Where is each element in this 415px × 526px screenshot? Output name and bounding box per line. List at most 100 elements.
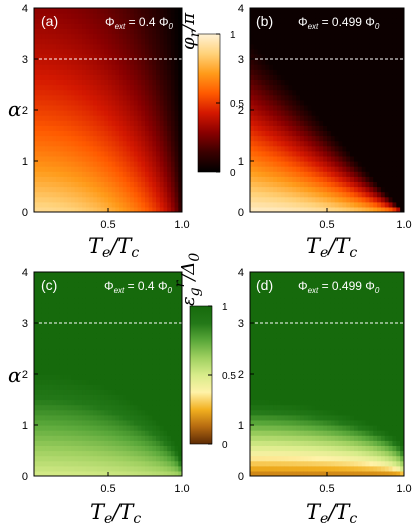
- heatmap-cell: [63, 53, 68, 60]
- heatmap-cell: [52, 409, 57, 416]
- heatmap-cell: [63, 74, 68, 80]
- heatmap-cell: [361, 196, 367, 203]
- heatmap-cell: [34, 297, 39, 304]
- heatmap-cell: [130, 338, 135, 344]
- heatmap-cell: [327, 13, 332, 19]
- heatmap-cell: [41, 115, 46, 121]
- heatmap-cell: [338, 79, 343, 86]
- heatmap-cell: [178, 191, 182, 198]
- heatmap-cell: [327, 161, 332, 167]
- heatmap-cell: [269, 125, 274, 131]
- heatmap-cell: [89, 348, 94, 355]
- heatmap-cell: [82, 69, 87, 75]
- heatmap-cell: [96, 150, 102, 157]
- heatmap-cell: [265, 23, 270, 29]
- heatmap-cell: [41, 43, 46, 50]
- heatmap-cell: [250, 186, 255, 193]
- heatmap-cell: [56, 307, 61, 314]
- heatmap-cell: [303, 145, 309, 152]
- heatmap-cell: [122, 28, 128, 35]
- heatmap-cell: [145, 64, 150, 70]
- heatmap-cell: [377, 74, 382, 80]
- heatmap-cell: [261, 155, 266, 162]
- heatmap-cell: [100, 430, 105, 436]
- heatmap-cell: [178, 292, 182, 299]
- heatmap-cell: [48, 150, 54, 157]
- heatmap-cell: [257, 79, 263, 86]
- heatmap-cell: [400, 69, 404, 75]
- heatmap-cell: [89, 287, 94, 293]
- heatmap-cell: [178, 171, 182, 177]
- heatmap-cell: [59, 272, 65, 278]
- heatmap-cell: [108, 419, 113, 426]
- heatmap-cell: [96, 358, 102, 365]
- heatmap-cell: [48, 104, 54, 111]
- heatmap-cell: [384, 155, 390, 162]
- heatmap-cell: [257, 328, 263, 334]
- heatmap-cell: [323, 43, 328, 50]
- heatmap-cell: [85, 363, 91, 370]
- heatmap-cell: [273, 115, 278, 121]
- heatmap-cell: [346, 186, 351, 193]
- heatmap-cell: [89, 201, 94, 208]
- heatmap-cell: [159, 389, 165, 395]
- heatmap-cell: [330, 201, 336, 208]
- heatmap-cell: [159, 18, 165, 24]
- heatmap-cell: [156, 135, 161, 142]
- heatmap-cell: [250, 115, 255, 121]
- heatmap-cell: [59, 64, 65, 70]
- heatmap-cell: [59, 135, 65, 142]
- heatmap-cell: [253, 206, 259, 212]
- heatmap-cell: [82, 312, 87, 319]
- heatmap-cell: [315, 33, 320, 40]
- heatmap-cell: [276, 53, 282, 60]
- heatmap-cell: [327, 33, 332, 40]
- heatmap-cell: [338, 48, 343, 55]
- heatmap-cell: [104, 394, 109, 401]
- heatmap-cell: [338, 125, 343, 131]
- heatmap-cell: [145, 430, 150, 436]
- heatmap-cell: [67, 317, 72, 324]
- heatmap-cell: [280, 135, 286, 142]
- heatmap-cell: [67, 292, 72, 299]
- heatmap-cell: [82, 389, 87, 395]
- heatmap-cell: [56, 460, 61, 467]
- heatmap-cell: [170, 171, 176, 177]
- heatmap-cell: [115, 176, 120, 182]
- heatmap-cell: [82, 79, 87, 86]
- heatmap-cell: [96, 328, 102, 334]
- heatmap-cell: [141, 307, 146, 314]
- heatmap-cell: [111, 389, 116, 395]
- heatmap-cell: [119, 135, 124, 142]
- heatmap-cell: [384, 64, 390, 70]
- heatmap-cell: [380, 166, 386, 172]
- heatmap-cell: [350, 110, 355, 116]
- heatmap-cell: [400, 155, 404, 162]
- heatmap-cell: [82, 282, 87, 288]
- heatmap-cell: [67, 181, 72, 188]
- heatmap-cell: [159, 13, 165, 19]
- heatmap-cell: [41, 374, 46, 380]
- heatmap-cell: [67, 140, 72, 147]
- heatmap-cell: [334, 64, 340, 70]
- heatmap-cell: [178, 404, 182, 411]
- heatmap-cell: [122, 445, 128, 452]
- heatmap-cell: [37, 409, 42, 416]
- heatmap-cell: [82, 414, 87, 421]
- heatmap-cell: [85, 161, 91, 167]
- heatmap-cell: [141, 186, 146, 193]
- heatmap-cell: [130, 43, 135, 50]
- heatmap-cell: [253, 145, 259, 152]
- heatmap-cell: [380, 186, 386, 193]
- heatmap-cell: [141, 74, 146, 80]
- heatmap-cell: [48, 404, 54, 411]
- heatmap-cell: [152, 435, 157, 441]
- heatmap-cell: [377, 155, 382, 162]
- heatmap-cell: [167, 79, 172, 86]
- heatmap-cell: [292, 171, 297, 177]
- heatmap-cell: [361, 64, 367, 70]
- heatmap-cell: [174, 404, 179, 411]
- heatmap-cell: [257, 445, 263, 452]
- heatmap-cell: [323, 135, 328, 142]
